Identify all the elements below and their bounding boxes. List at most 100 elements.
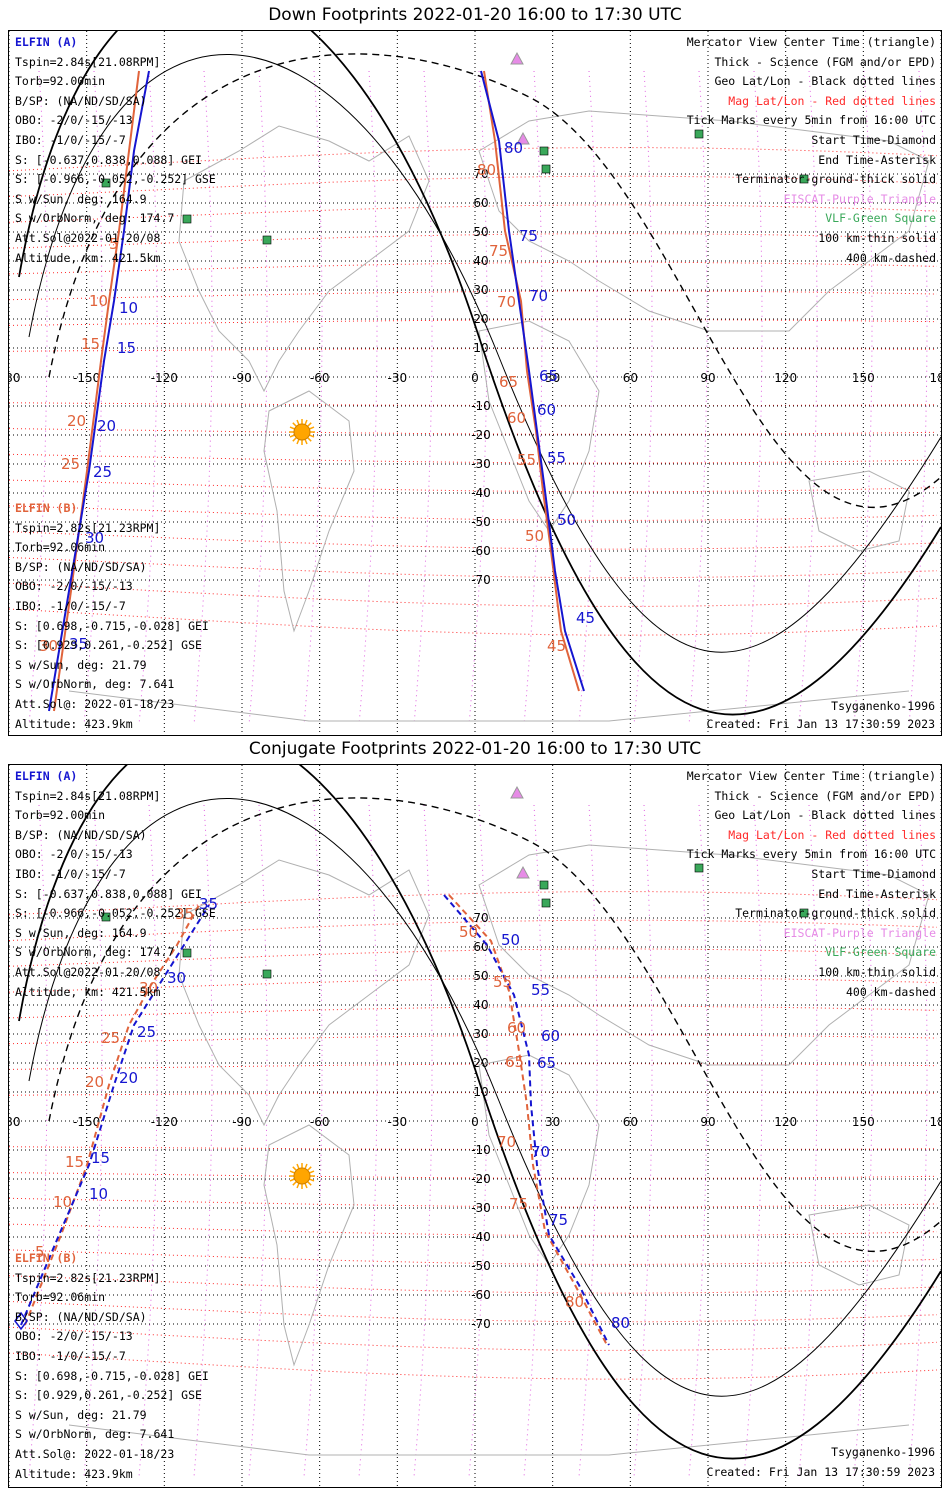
mag-lat-line [9, 1091, 937, 1096]
info-line: Tspin=2.82s[21.23RPM] [15, 1270, 161, 1285]
elfin-b-tick-label: 65 [505, 1053, 524, 1071]
mag-lat-line [9, 1223, 938, 1237]
info-line: Att.Sol@: 2022-01-18/23 [15, 696, 175, 711]
lat-tick-label: 10 [473, 1085, 488, 1099]
mag-lon-line [523, 804, 543, 1478]
legend-item: 100 km-thin solid [818, 230, 936, 245]
mag-lon-line [358, 804, 378, 1478]
panel-title: Conjugate Footprints 2022-01-20 16:00 to… [248, 739, 702, 759]
elfin-b-tick-label: 10 [89, 292, 108, 310]
elfin-a-tick-label: 35 [199, 895, 218, 913]
info-line: Att.Sol@2022-01-20/08 [15, 964, 161, 979]
lat-tick-label: 40 [473, 998, 488, 1012]
info-line: S w/OrbNorm, deg: 174.7 [15, 211, 175, 226]
legend-item: EISCAT-Purple Triangle [783, 925, 936, 940]
elfin-b-tick-label: 50 [525, 527, 544, 545]
vlf-square-icon [101, 912, 111, 922]
elfin-a-tick-label: 10 [119, 299, 138, 317]
elfin-a-tick-label: 25 [137, 1023, 156, 1041]
info-line: S: [0.698,-0.715,-0.028] GEI [15, 618, 209, 633]
elfin-b-tick-label: 10 [53, 1193, 72, 1211]
elfin-b-tick-label: 15 [65, 1153, 84, 1171]
vlf-square-icon [541, 164, 551, 174]
legend-item: End Time-Asterisk [818, 152, 936, 167]
lat-tick-label: -40 [471, 486, 491, 500]
mag-lat-line [9, 531, 938, 550]
elfin-a-tick-label: 60 [537, 401, 556, 419]
mag-lon-line [28, 804, 48, 1478]
eiscat-triangle-icon [516, 131, 530, 145]
vlf-square-icon [182, 948, 192, 958]
elfin-b-tick-label: 75 [509, 1195, 528, 1213]
elfin-b-tick-label: 30 [139, 979, 158, 997]
mag-lon-line [413, 70, 433, 726]
elfin-b-tick-label: 5 [109, 235, 119, 253]
info-line: S: [0.698,-0.715,-0.028] GEI [15, 1368, 209, 1383]
elfin-a-tick-label: 75 [519, 227, 538, 245]
vlf-square-icon [694, 129, 704, 139]
elfin-b-tick-label: 80 [477, 161, 496, 179]
lon-tick-label: 90 [700, 371, 715, 385]
info-line: Tspin=2.84s[21.08RPM] [15, 54, 161, 69]
legend-item: Geo Lat/Lon - Black dotted lines [714, 808, 936, 823]
mag-lat-line [9, 1301, 938, 1323]
mag-lat-line [9, 557, 938, 579]
lat-tick-label: 30 [473, 283, 488, 297]
eiscat-triangle-icon [510, 785, 524, 799]
lat-tick-label: -70 [471, 1317, 491, 1331]
elfin-b-track [24, 904, 200, 1326]
lon-tick-label: 150 [852, 371, 875, 385]
info-line: S: [-0.966,-0.052,-0.252] GSE [15, 906, 216, 921]
legend-item: Mag Lat/Lon - Red dotted lines [728, 827, 936, 842]
coastline [263, 1124, 355, 1367]
lon-tick-label: 150 [852, 1115, 875, 1129]
legend-item: Tick Marks every 5min from 16:00 UTC [686, 113, 936, 128]
lon-tick-label: -30 [388, 371, 408, 385]
legend-item: Start Time-Diamond [811, 132, 936, 147]
lat-tick-label: 50 [473, 969, 488, 983]
elfin-a-tick-label: 45 [576, 609, 595, 627]
mag-lon-line [633, 804, 653, 1478]
elfin-a-tick-label: 55 [531, 981, 550, 999]
info-line: S: [0.929,0.261,-0.252] GSE [15, 638, 202, 653]
mag-lat-line [9, 505, 938, 521]
mag-lat-line [9, 290, 938, 301]
coastline [178, 125, 430, 393]
lon-tick-label: -150 [73, 1115, 100, 1129]
lat-tick-label: 50 [473, 225, 488, 239]
vlf-square-icon [799, 908, 809, 918]
elfin-a-tick-label: 65 [539, 367, 558, 385]
info-line: OBO: -2/0/-15/-13 [15, 579, 133, 594]
elfin-b-info: ELFIN (B) Tspin=2.82s[21.23RPM] Torb=92.06… [15, 1249, 209, 1484]
elfin-a-info: ELFIN (A) Tspin=2.84s[21.08RPM] Torb=92.00… [15, 33, 216, 268]
legend-item: Thick - Science (FGM and/or EPD) [714, 788, 936, 803]
elfin-b-tick-label: 70 [497, 1133, 516, 1151]
elfin-b-info: ELFIN (B) Tspin=2.82s[21.23RPM] Torb=92.06… [15, 499, 209, 734]
elfin-b-tick-label: 5 [35, 1243, 45, 1261]
elfin-header: ELFIN (B) [15, 1251, 78, 1265]
lon-tick-label: 120 [774, 1115, 797, 1129]
info-line: IBO: -1/0/-15/-7 [15, 132, 126, 147]
terminator-100km [28, 798, 941, 1397]
mag-lon-line [248, 70, 268, 726]
vlf-square-icon [262, 235, 272, 245]
elfin-a-tick-label: 65 [537, 1054, 556, 1072]
lon-tick-label: 60 [623, 1115, 638, 1129]
info-line: S: [0.929,0.261,-0.252] GSE [15, 1388, 202, 1403]
elfin-b-track [448, 894, 608, 1346]
lat-tick-label: -60 [471, 544, 491, 558]
mag-lat-line [9, 1197, 938, 1208]
legend: Mercator View Center Time (triangle) Thic… [687, 33, 936, 268]
terminator-400km [48, 797, 941, 1252]
elfin-b-tick-label: 25 [101, 1029, 120, 1047]
info-line: Altitude: 423.9km [15, 1466, 133, 1481]
mag-lat-line [9, 479, 938, 493]
mag-lat-line [9, 582, 938, 607]
mag-lat-line [9, 347, 937, 352]
elfin-a-tick-label: 25 [93, 463, 112, 481]
legend-item: EISCAT-Purple Triangle [783, 191, 936, 206]
vlf-square-icon [539, 146, 549, 156]
sun-icon [293, 1167, 311, 1185]
lon-tick-label: -90 [232, 371, 252, 385]
info-line: Tspin=2.84s[21.08RPM] [15, 788, 161, 803]
